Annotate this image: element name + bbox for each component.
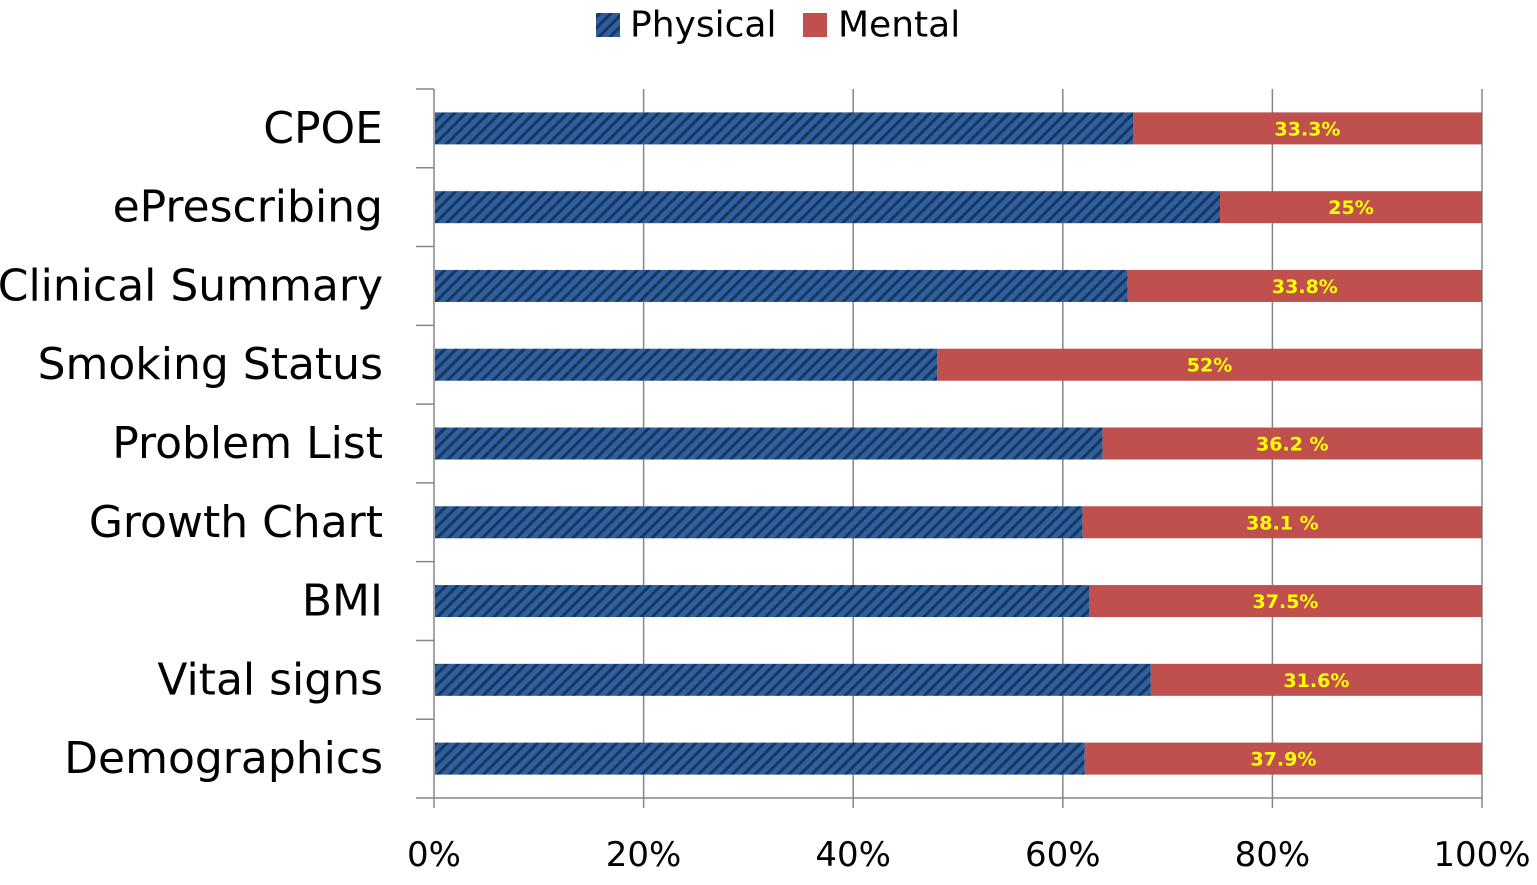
bar-physical-clinical-summary [435,269,1128,302]
data-label-mental-demographics: 37.9% [1250,749,1316,771]
data-label-mental-vital-signs: 31.6% [1283,670,1349,692]
category-label-growth-chart: Growth Chart [89,497,383,548]
legend-label-mental: Mental [838,5,960,46]
bar-physical-problem-list [435,427,1103,460]
bar-physical-vital-signs [435,663,1151,696]
data-label-mental-problem-list: 36.2 % [1256,434,1329,456]
bar-mental-bmi [1089,585,1482,618]
bar-mental-smoking-status [937,348,1482,381]
bar-mental-vital-signs [1150,663,1482,696]
data-label-mental-cpoe: 33.3% [1275,118,1341,140]
legend-swatch-mental [803,13,827,37]
category-label-problem-list: Problem List [112,418,383,469]
data-label-mental-growth-chart: 38.1 % [1246,512,1319,534]
axes [416,88,1483,808]
data-label-mental-clinical-summary: 33.8% [1272,276,1338,298]
data-label-mental-bmi: 37.5% [1253,591,1319,613]
bars [435,112,1482,775]
x-tick-label: 40% [815,835,891,875]
bar-mental-eprescribing [1220,191,1482,224]
data-labels: 33.3% 25% 33.8% 52% 36.2 % 38.1 % 37.5% 31.6% 37… [1187,118,1374,770]
category-label-demographics: Demographics [64,733,383,784]
x-tick-label: 0% [407,835,461,875]
x-tick-label: 100% [1433,835,1530,875]
legend: Physical Mental [596,5,960,46]
bar-physical-bmi [435,585,1089,618]
bar-physical-eprescribing [435,191,1220,224]
data-label-mental-smoking-status: 52% [1187,355,1232,377]
category-label-cpoe: CPOE [263,103,383,154]
x-tick-label: 60% [1025,835,1101,875]
legend-label-physical: Physical [630,5,776,46]
category-label-smoking-status: Smoking Status [38,339,383,390]
data-label-mental-eprescribing: 25% [1328,197,1373,219]
bar-mental-clinical-summary [1127,269,1482,302]
x-tick-label: 80% [1235,835,1311,875]
bar-mental-growth-chart [1082,506,1482,539]
x-tick-label: 20% [606,835,682,875]
bar-physical-growth-chart [435,506,1083,539]
x-tick-labels: 0% 20% 40% 60% 80% 100% [407,835,1531,875]
bar-mental-demographics [1084,742,1482,775]
bar-mental-cpoe [1133,112,1482,145]
category-label-eprescribing: ePrescribing [113,182,383,233]
category-label-vital-signs: Vital signs [157,654,383,705]
bar-mental-problem-list [1102,427,1482,460]
category-labels: CPOE ePrescribing Clinical Summary Smoking … [0,103,383,784]
bar-physical-demographics [435,742,1085,775]
category-label-bmi: BMI [302,576,383,627]
category-label-clinical-summary: Clinical Summary [0,260,383,311]
bar-physical-smoking-status [435,348,938,381]
legend-swatch-physical [596,13,620,37]
bar-physical-cpoe [435,112,1134,145]
